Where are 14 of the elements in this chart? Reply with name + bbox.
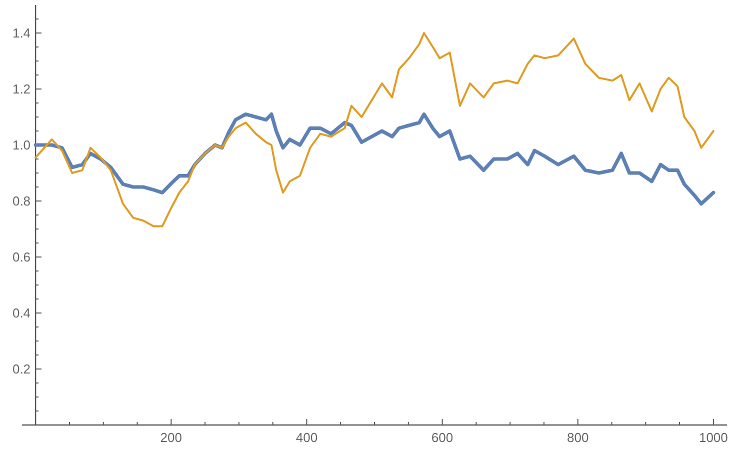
x-tick-label: 600 — [431, 430, 454, 445]
line-series — [34, 32, 714, 228]
y-tick-label: 0.8 — [12, 194, 31, 209]
y-tick-label: 0.6 — [12, 250, 31, 265]
x-tick-label: 1000 — [698, 430, 728, 445]
y-tick-label: 0.4 — [12, 306, 31, 321]
y-tick-label: 1.4 — [12, 26, 31, 41]
x-tick-label: 400 — [296, 430, 318, 445]
y-tick-label: 1.2 — [12, 82, 31, 97]
x-tick-label: 200 — [160, 430, 182, 445]
y-tick-label: 0.2 — [12, 362, 31, 377]
line-series — [34, 112, 716, 206]
y-tick-label: 1.0 — [12, 138, 31, 153]
x-tick-label: 800 — [567, 430, 589, 445]
